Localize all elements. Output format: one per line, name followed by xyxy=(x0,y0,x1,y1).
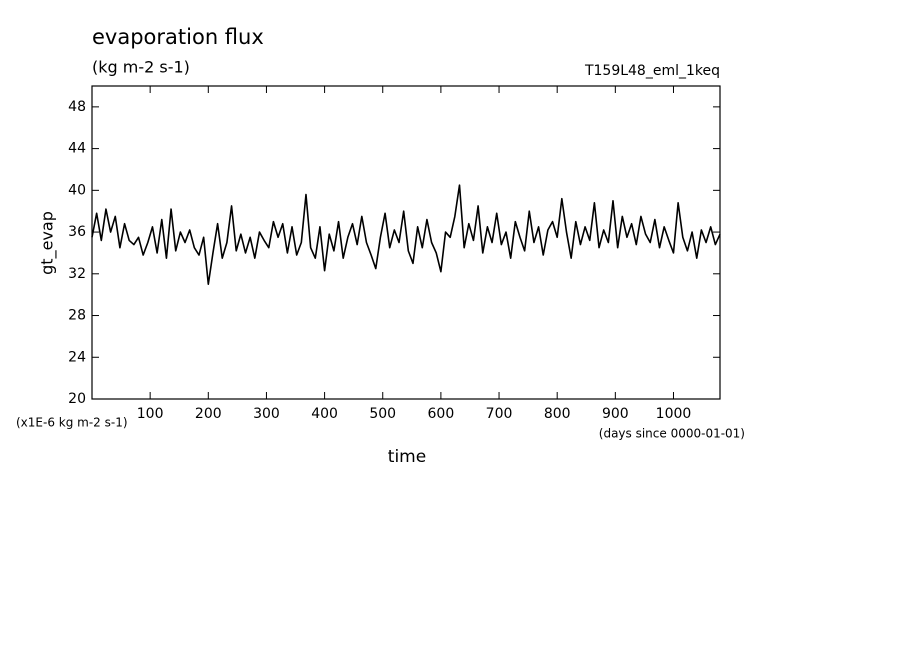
x-tick-label: 300 xyxy=(253,406,280,422)
y-tick-label: 24 xyxy=(68,349,86,365)
run-label: T159L48_eml_1keq xyxy=(584,63,720,79)
x-unit-label: (days since 0000-01-01) xyxy=(599,427,745,441)
y-tick-label: 36 xyxy=(68,224,86,240)
chart-subtitle: (kg m-2 s-1) xyxy=(92,58,190,77)
x-tick-label: 200 xyxy=(195,406,222,422)
x-tick-label: 900 xyxy=(602,406,629,422)
y-tick-label: 32 xyxy=(68,266,86,282)
x-tick-label: 600 xyxy=(428,406,455,422)
x-tick-label: 1000 xyxy=(656,406,692,422)
y-unit-label: (x1E-6 kg m-2 s-1) xyxy=(16,416,128,430)
y-tick-label: 40 xyxy=(68,182,86,198)
y-tick-label: 20 xyxy=(68,391,86,407)
x-tick-label: 400 xyxy=(311,406,338,422)
y-axis-label: gt_evap xyxy=(38,211,58,275)
y-tick-label: 48 xyxy=(68,99,86,115)
plot-frame xyxy=(91,85,721,400)
y-tick-label: 28 xyxy=(68,308,86,324)
x-tick-label: 800 xyxy=(544,406,571,422)
x-tick-label: 100 xyxy=(137,406,164,422)
data-line xyxy=(91,184,721,286)
x-tick-label: 500 xyxy=(369,406,396,422)
chart-title: evaporation flux xyxy=(92,25,264,49)
axes xyxy=(92,86,720,400)
x-axis-label: time xyxy=(388,447,426,467)
y-tick-label: 44 xyxy=(68,141,86,157)
x-tick-label: 700 xyxy=(486,406,513,422)
